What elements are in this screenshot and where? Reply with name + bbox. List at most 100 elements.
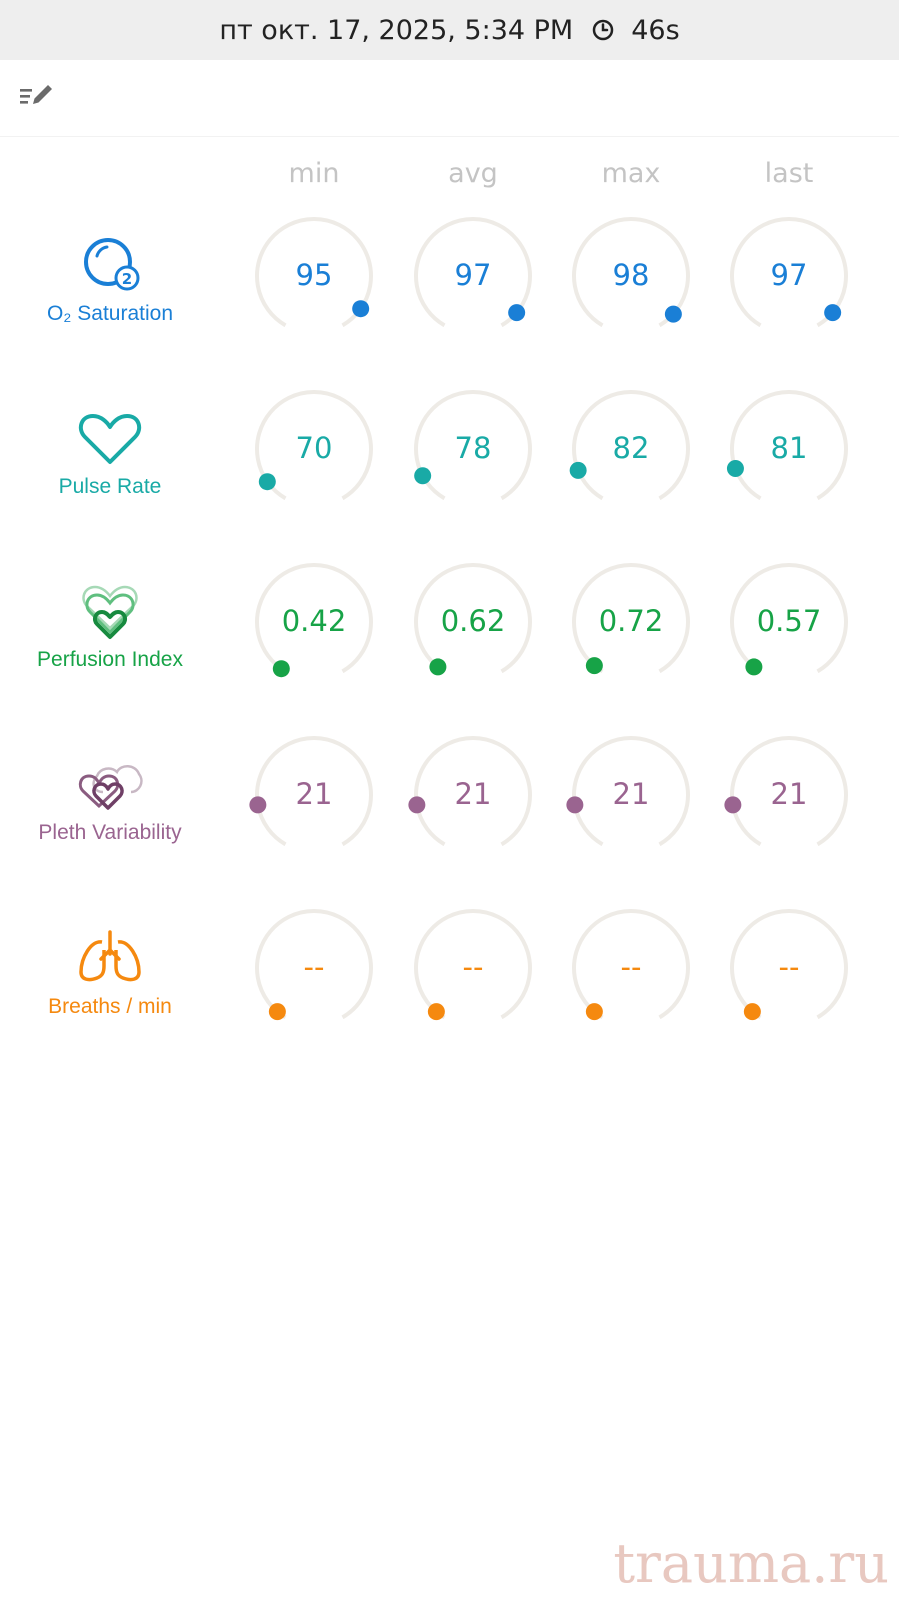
- svg-text:2: 2: [122, 270, 132, 288]
- gauge-value: 82: [612, 431, 650, 465]
- gauge-value: 21: [454, 777, 492, 811]
- metric-label-spo2: O₂ Saturation: [46, 302, 174, 325]
- gauge-track: [730, 217, 848, 328]
- session-duration: 46s: [631, 14, 680, 46]
- gauge-track: [414, 390, 532, 501]
- watermark: trauma.ru: [613, 1532, 889, 1595]
- gauge-track: [249, 736, 373, 847]
- gauge-indicator-dot: [268, 1003, 286, 1021]
- gauge-value: 78: [454, 431, 492, 465]
- gauge-spo2-avg[interactable]: 97: [411, 214, 535, 338]
- gauge-pvi-max[interactable]: 21: [566, 733, 693, 857]
- gauge-value: 97: [454, 258, 492, 292]
- gauge-track: [569, 390, 690, 501]
- gauge-arc: [730, 909, 848, 1020]
- gauge-pr-max[interactable]: 82: [569, 387, 693, 511]
- lungs-icon: [79, 930, 141, 982]
- gauge-pi-min[interactable]: 0.42: [252, 560, 376, 684]
- gauge-indicator-dot: [585, 1003, 603, 1021]
- gauge-pvi-last[interactable]: 21: [724, 733, 851, 857]
- gauge-arc: [572, 909, 690, 1020]
- gauge-track: [566, 736, 690, 847]
- gauge-track: [414, 563, 532, 676]
- gauge-track: [730, 909, 848, 1021]
- gauge-pr-avg[interactable]: 78: [411, 387, 535, 511]
- gauge-arc: [572, 217, 690, 328]
- gauge-rr-max[interactable]: --: [569, 906, 693, 1030]
- gauge-value: 98: [612, 258, 650, 292]
- gauge-indicator-dot: [664, 305, 682, 323]
- gauge-arc: [255, 217, 373, 328]
- gauge-indicator-dot: [743, 1003, 761, 1021]
- gauge-value: 0.72: [598, 604, 664, 638]
- gauge-track: [255, 390, 373, 501]
- gauge-value: 0.57: [756, 604, 822, 638]
- gauge-value: 0.62: [440, 604, 506, 638]
- gauge-pi-avg[interactable]: 0.62: [411, 560, 535, 684]
- gauge-value: 81: [770, 431, 808, 465]
- gauge-track: [414, 909, 532, 1021]
- gauge-spo2-min[interactable]: 95: [252, 214, 376, 338]
- gauge-pr-min[interactable]: 70: [252, 387, 376, 511]
- gauge-value: 21: [295, 777, 333, 811]
- gauge-arc: [414, 909, 532, 1020]
- gauge-value: --: [462, 950, 484, 984]
- gauge-indicator-dot: [724, 796, 742, 814]
- gauge-rr-avg[interactable]: --: [411, 906, 535, 1030]
- toolbar: [0, 60, 899, 137]
- gauge-indicator-dot: [427, 1003, 445, 1021]
- gauge-pi-last[interactable]: 0.57: [727, 560, 851, 684]
- o2-icon: 2: [84, 238, 140, 291]
- pleth-hearts-icon: [78, 765, 143, 810]
- gauge-track: [572, 909, 690, 1021]
- gauge-rr-min[interactable]: --: [252, 906, 376, 1030]
- gauge-arc: [730, 563, 848, 674]
- gauge-indicator-dot: [569, 461, 587, 479]
- gauge-indicator-dot: [249, 796, 267, 814]
- gauge-spo2-last[interactable]: 97: [727, 214, 851, 338]
- gauge-indicator-dot: [566, 796, 584, 814]
- gauge-value: 0.42: [281, 604, 347, 638]
- gauge-value: --: [778, 950, 800, 984]
- gauge-arc: [730, 217, 848, 328]
- column-header-last: last: [764, 158, 814, 189]
- gauge-indicator-dot: [824, 304, 842, 322]
- gauge-pr-last[interactable]: 81: [726, 387, 851, 511]
- column-header-max: max: [601, 158, 661, 189]
- gauge-indicator-dot: [508, 304, 526, 322]
- gauge-track: [255, 909, 373, 1021]
- column-header-avg: avg: [448, 158, 498, 189]
- heart-icon: [78, 414, 142, 464]
- gauge-indicator-dot: [745, 658, 763, 676]
- gauge-value: 21: [612, 777, 650, 811]
- gauge-indicator-dot: [408, 796, 426, 814]
- metric-label-pr: Pulse Rate: [58, 475, 162, 498]
- gauge-pi-max[interactable]: 0.72: [569, 560, 693, 684]
- gauge-rr-last[interactable]: --: [727, 906, 851, 1030]
- gauge-track: [572, 563, 690, 675]
- column-header-min: min: [288, 158, 340, 189]
- gauge-value: --: [620, 950, 642, 984]
- gauge-indicator-dot: [352, 300, 370, 318]
- gauge-track: [255, 217, 373, 328]
- gauge-track: [414, 217, 532, 328]
- gauge-value: 97: [770, 258, 808, 292]
- gauge-indicator-dot: [585, 657, 603, 675]
- metric-label-rr: Breaths / min: [48, 995, 172, 1018]
- clock-icon: [592, 19, 614, 41]
- gauge-pvi-min[interactable]: 21: [249, 733, 376, 857]
- edit-list-icon[interactable]: [18, 82, 58, 112]
- gauge-arc: [572, 563, 690, 674]
- gauge-indicator-dot: [726, 459, 744, 477]
- metric-label-pi: Perfusion Index: [37, 648, 183, 671]
- gauge-indicator-dot: [429, 658, 447, 676]
- gauge-track: [255, 563, 373, 678]
- gauge-indicator-dot: [258, 473, 276, 491]
- gauge-spo2-max[interactable]: 98: [569, 214, 693, 338]
- gauge-value: 21: [770, 777, 808, 811]
- metric-label-pvi: Pleth Variability: [38, 821, 182, 844]
- gauge-arc: [255, 563, 373, 674]
- gauge-value: 95: [295, 258, 333, 292]
- gauge-indicator-dot: [414, 467, 432, 485]
- gauge-pvi-avg[interactable]: 21: [408, 733, 535, 857]
